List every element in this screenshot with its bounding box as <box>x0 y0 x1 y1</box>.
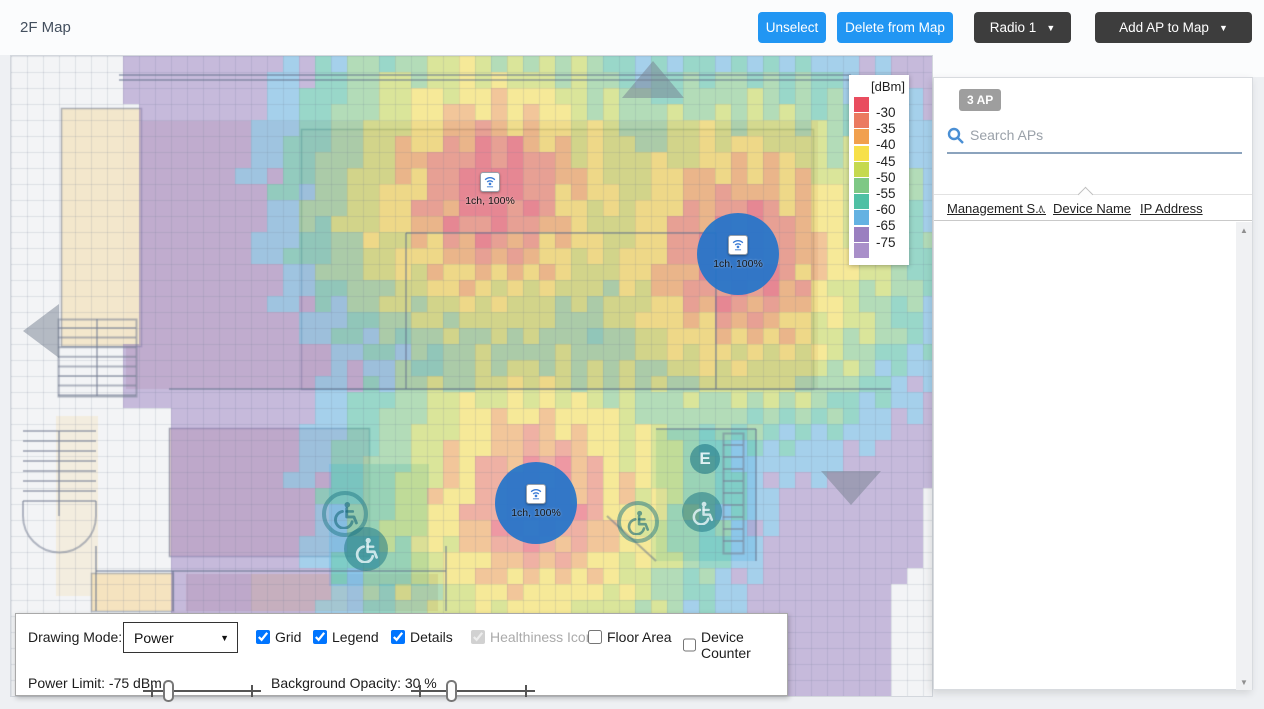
checkbox-details: Details <box>391 629 453 645</box>
search-icon <box>947 127 964 144</box>
checkbox-label: Healthiness Icon <box>490 629 594 645</box>
panel-top-gap <box>933 55 1264 77</box>
add-ap-to-map-dropdown[interactable]: Add AP to Map ▼ <box>1095 12 1252 43</box>
search-input[interactable] <box>970 123 1232 147</box>
drawing-mode-select[interactable]: Power ▼ <box>123 622 238 653</box>
legend-color-swatch <box>854 145 869 161</box>
column-device-name[interactable]: Device Name <box>1053 201 1132 216</box>
legend-label: -55 <box>876 186 896 201</box>
drawing-mode-label: Drawing Mode: <box>28 629 123 645</box>
checkbox-label: Details <box>410 629 453 645</box>
wheelchair-icon <box>617 501 659 543</box>
ap-device-icon <box>480 172 500 192</box>
ap-channel-label: 1ch, 100% <box>511 507 561 519</box>
page-bottom-margin <box>0 697 1264 709</box>
ap-channel-label: 1ch, 100% <box>713 258 763 270</box>
checkbox-device-counter: Device Counter <box>683 629 787 661</box>
ap-device-icon <box>526 484 546 504</box>
checkbox-label: Legend <box>332 629 379 645</box>
legend-label: -40 <box>876 137 896 153</box>
column-ip-address[interactable]: IP Address <box>1140 201 1203 216</box>
scrollbar[interactable]: ▲ ▼ <box>1236 222 1252 690</box>
background-opacity-label: Background Opacity: 30 % <box>271 675 437 691</box>
wheelchair-icon <box>682 492 722 532</box>
power-limit-label: Power Limit: -75 dBm <box>28 675 162 691</box>
page-title: 2F Map <box>20 19 71 36</box>
wheelchair-icon <box>322 491 368 537</box>
checkbox-label: Grid <box>275 629 302 645</box>
checkbox-floor-area: Floor Area <box>588 629 672 645</box>
legend-color-swatch <box>854 242 869 258</box>
legend-label: -65 <box>876 218 896 234</box>
scroll-up-icon[interactable]: ▲ <box>1240 225 1248 235</box>
heatmap-canvas[interactable] <box>11 56 932 696</box>
unselect-button[interactable]: Unselect <box>758 12 826 43</box>
power-limit-slider-handle[interactable] <box>163 680 175 702</box>
legend-color-swatch <box>854 210 869 226</box>
legend-color-swatch <box>854 97 869 112</box>
header-notch <box>1077 186 1094 203</box>
ap-count-badge: 3 AP <box>959 89 1002 111</box>
ap-list-panel: 3 AP Management S... ∧ Device Name IP Ad… <box>933 77 1253 690</box>
legend-color-swatch <box>854 129 869 145</box>
checkbox-healthiness-icon: Healthiness Icon <box>471 629 594 645</box>
legend-color-swatch <box>854 178 869 193</box>
checkbox-label: Floor Area <box>607 629 672 645</box>
checkbox-legend: Legend <box>313 629 379 645</box>
checkbox-label: Device Counter <box>701 629 751 661</box>
legend-label: -30 <box>876 105 896 120</box>
signal-legend: [dBm] -30 -35 -40 -45 -50 -55 -60 -65 -75 <box>849 75 909 265</box>
grid-checkbox[interactable] <box>256 630 270 644</box>
healthiness-icon-checkbox <box>471 630 485 644</box>
delete-from-map-button[interactable]: Delete from Map <box>837 12 953 43</box>
sort-ascending-icon: ∧ <box>1037 203 1046 215</box>
top-toolbar: 2F Map Unselect Delete from Map Radio 1 … <box>0 0 1264 55</box>
map-markers-layer: E 1ch, 100% 1ch, 100% 1ch, 100% <box>11 56 932 696</box>
radio-select-dropdown[interactable]: Radio 1 ▼ <box>974 12 1071 43</box>
legend-label: -45 <box>876 153 896 169</box>
elevator-icon: E <box>690 444 720 474</box>
legend-color-swatch <box>854 194 869 210</box>
legend-color-swatch <box>854 161 869 177</box>
triangle-down-icon <box>821 471 881 505</box>
legend-color-swatch <box>854 113 869 129</box>
chevron-down-icon: ▼ <box>1218 22 1228 33</box>
details-checkbox[interactable] <box>391 630 405 644</box>
triangle-left-icon <box>23 304 59 358</box>
floor-area-checkbox[interactable] <box>588 630 602 644</box>
ap-channel-label: 1ch, 100% <box>465 195 515 207</box>
background-opacity-slider-handle[interactable] <box>446 680 458 702</box>
legend-title: [dBm] <box>871 79 905 94</box>
wheelchair-icon <box>344 527 388 571</box>
drawing-mode-value: Power <box>134 629 174 646</box>
power-limit-slider[interactable] <box>143 680 261 702</box>
select-caret-icon: ▼ <box>220 632 229 643</box>
legend-label: -60 <box>876 202 896 218</box>
legend-label: -75 <box>876 234 896 250</box>
legend-label: -50 <box>876 169 896 185</box>
scroll-down-icon[interactable]: ▼ <box>1240 677 1248 687</box>
device-counter-checkbox[interactable] <box>683 638 696 652</box>
floor-map: E 1ch, 100% 1ch, 100% 1ch, 100% <box>10 55 933 697</box>
search-underline <box>947 152 1242 154</box>
legend-checkbox[interactable] <box>313 630 327 644</box>
column-management-state[interactable]: Management S... <box>947 201 1046 216</box>
ap-table-header: Management S... ∧ Device Name IP Address <box>934 186 1252 221</box>
chevron-down-icon: ▼ <box>1046 22 1056 33</box>
ap-device-icon <box>728 235 748 255</box>
triangle-up-icon <box>622 61 684 98</box>
checkbox-grid: Grid <box>256 629 301 645</box>
legend-color-swatch <box>854 226 869 242</box>
drawing-toolbar: Drawing Mode: Power ▼ Grid Legend Details H… <box>15 613 788 702</box>
legend-label: -35 <box>876 121 896 137</box>
background-opacity-slider[interactable] <box>411 680 535 702</box>
